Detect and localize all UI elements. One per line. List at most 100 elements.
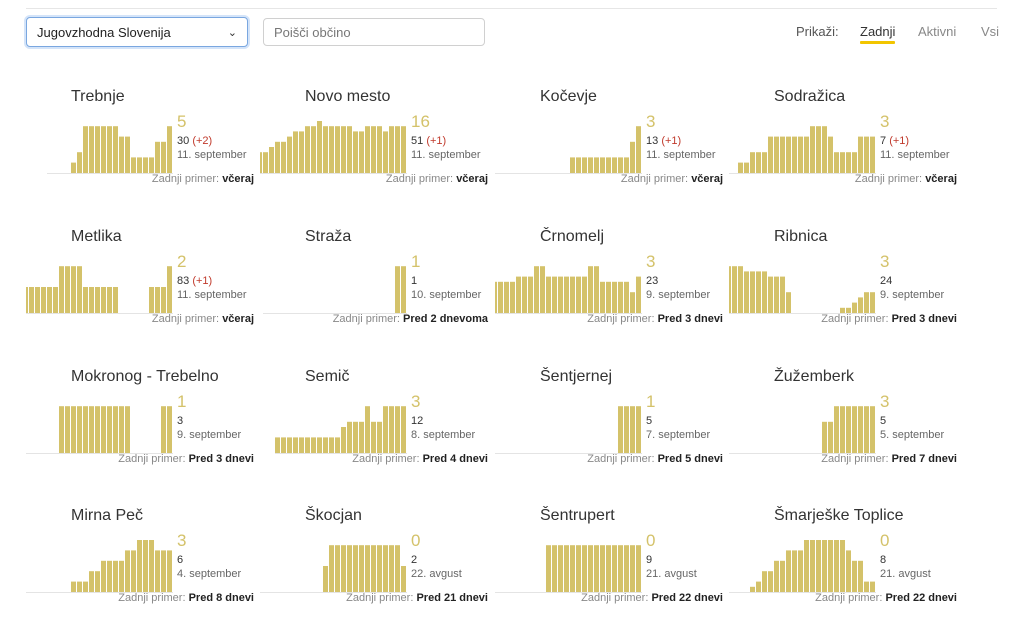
- chart-bar: [570, 157, 575, 173]
- chart-bar: [594, 266, 599, 313]
- chart-bar: [77, 152, 82, 173]
- chart-bar: [798, 550, 803, 592]
- last-case-value: Pred 5 dnevi: [657, 453, 723, 465]
- last-case-value: Pred 8 dnevi: [188, 592, 254, 604]
- chart-bar: [618, 281, 623, 313]
- chart-bar: [552, 276, 557, 313]
- chart-bar: [846, 307, 851, 313]
- chart-bar: [750, 152, 755, 173]
- last-case-value: včeraj: [456, 173, 488, 185]
- search-input[interactable]: Poišči občino: [263, 18, 485, 46]
- chart-bar: [774, 560, 779, 592]
- chart-bar: [155, 141, 160, 173]
- chart-bar: [149, 287, 154, 313]
- total-line: 5: [880, 414, 944, 428]
- municipality-card[interactable]: Šentrupert 0 9 21. avgust Zadnji primer: Pr…: [495, 507, 723, 637]
- municipality-card[interactable]: Škocjan 0 2 22. avgust Zadnji primer: Pred …: [260, 507, 488, 637]
- chart-bar: [588, 157, 593, 173]
- chart-bar: [161, 550, 166, 592]
- active-count: 2: [177, 252, 187, 271]
- municipality-card[interactable]: Mirna Peč 3 6 4. september Zadnji primer: P…: [26, 507, 254, 637]
- last-case-label: Zadnji primer:: [118, 453, 186, 465]
- chart-bar: [624, 157, 629, 173]
- trend-chart: [26, 266, 173, 314]
- chart-bar: [852, 560, 857, 592]
- municipality-card[interactable]: Šentjernej 1 5 7. september Zadnji primer: …: [495, 368, 723, 498]
- last-case: Zadnji primer: Pred 22 dnevi: [815, 592, 957, 604]
- region-select[interactable]: Jugovzhodna Slovenija ⌄: [26, 17, 248, 47]
- chart-bar: [41, 287, 46, 313]
- chart-bar: [828, 136, 833, 173]
- municipality-card[interactable]: Kočevje 3 13 (+1) 11. september Zadnji prime…: [495, 88, 723, 218]
- total-line: 2: [411, 553, 462, 567]
- chart-bar: [341, 545, 346, 592]
- chart-bar: [612, 157, 617, 173]
- chart-bar: [269, 147, 274, 173]
- municipality-card[interactable]: Trebnje 5 30 (+2) 11. september Zadnji prime…: [26, 88, 254, 218]
- municipality-card[interactable]: Sodražica 3 7 (+1) 11. september Zadnji prim…: [729, 88, 957, 218]
- chart-bar: [582, 157, 587, 173]
- last-case: Zadnji primer: včeraj: [152, 173, 254, 185]
- total-line: 8: [880, 553, 931, 567]
- tab-vsi[interactable]: Vsi: [981, 24, 1000, 39]
- trend-chart: [260, 545, 407, 593]
- municipality-card[interactable]: Črnomelj 3 23 9. september Zadnji primer: P…: [495, 228, 723, 358]
- chart-bar: [594, 545, 599, 592]
- chart-bar: [59, 406, 64, 453]
- trend-chart: [495, 545, 642, 593]
- total-count: 23: [646, 275, 659, 287]
- municipality-card[interactable]: Metlika 2 83 (+1) 11. september Zadnji prime…: [26, 228, 254, 358]
- chart-bar: [828, 421, 833, 453]
- chart-bar: [113, 560, 118, 592]
- delta-count: (+1): [889, 135, 910, 147]
- municipality-card[interactable]: Žužemberk 3 5 5. september Zadnji primer: P…: [729, 368, 957, 498]
- last-case-label: Zadnji primer:: [821, 313, 889, 325]
- trend-chart: [495, 266, 642, 314]
- municipality-card[interactable]: Semič 3 12 8. september Zadnji primer: Pred…: [260, 368, 488, 498]
- chart-bar: [768, 276, 773, 313]
- chart-bar: [377, 545, 382, 592]
- chart-bar: [852, 302, 857, 313]
- total-line: 24: [880, 274, 944, 288]
- chart-bar: [275, 437, 280, 453]
- chart-bar: [317, 437, 322, 453]
- chart-bar: [26, 287, 28, 313]
- chart-bar: [756, 581, 761, 592]
- last-date: 11. september: [177, 149, 247, 161]
- chart-bar: [383, 406, 388, 453]
- chart-bar: [167, 266, 172, 313]
- active-count: 0: [880, 531, 890, 550]
- municipality-card[interactable]: Straža 1 1 10. september Zadnji primer: Pre…: [260, 228, 488, 358]
- chart-bar: [83, 581, 88, 592]
- chart-bar: [630, 292, 635, 313]
- chart-bar: [792, 136, 797, 173]
- chart-bar: [119, 406, 124, 453]
- chart-bar: [401, 126, 406, 173]
- chart-bar: [341, 126, 346, 173]
- tab-aktivni[interactable]: Aktivni: [918, 24, 957, 39]
- chart-bar: [317, 121, 322, 173]
- chart-bar: [852, 406, 857, 453]
- chart-bar: [606, 281, 611, 313]
- chart-bar: [89, 406, 94, 453]
- municipality-card[interactable]: Novo mesto 16 51 (+1) 11. september Zadnji p…: [260, 88, 488, 218]
- chart-bar: [401, 266, 406, 313]
- chart-bar: [335, 126, 340, 173]
- tab-zadnji[interactable]: Zadnji: [860, 24, 896, 44]
- municipality-name: Trebnje: [71, 88, 125, 105]
- last-case-label: Zadnji primer:: [118, 592, 186, 604]
- chart-bar: [335, 545, 340, 592]
- chart-bar: [834, 406, 839, 453]
- total-line: 23: [646, 274, 710, 288]
- chart-bar: [618, 157, 623, 173]
- municipality-card[interactable]: Šmarješke Toplice 0 8 21. avgust Zadnji pri…: [729, 507, 957, 637]
- municipality-card[interactable]: Ribnica 3 24 9. september Zadnji primer: Pr…: [729, 228, 957, 358]
- chart-bar: [729, 266, 731, 313]
- chart-bar: [83, 406, 88, 453]
- chart-bar: [600, 545, 605, 592]
- municipality-card[interactable]: Mokronog - Trebelno 1 3 9. september Zadnji…: [26, 368, 254, 498]
- last-date: 9. september: [177, 429, 242, 441]
- last-case-label: Zadnji primer:: [151, 173, 220, 185]
- chart-bar: [377, 126, 382, 173]
- active-count: 0: [646, 531, 656, 550]
